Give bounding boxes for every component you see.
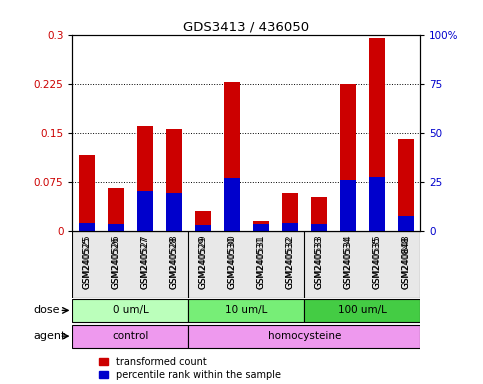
FancyBboxPatch shape	[72, 300, 188, 323]
Bar	[253, 221, 269, 231]
Text: GSM240527: GSM240527	[141, 236, 149, 289]
Text: GSM240535: GSM240535	[372, 234, 381, 289]
Bar	[282, 193, 298, 231]
Text: GSM240531: GSM240531	[256, 236, 265, 289]
Text: 10 um/L: 10 um/L	[225, 305, 268, 315]
Text: dose: dose	[33, 305, 60, 315]
Legend: transformed count, percentile rank within the sample: transformed count, percentile rank withi…	[95, 353, 285, 384]
Bar	[137, 126, 153, 231]
FancyBboxPatch shape	[188, 325, 420, 348]
Bar	[108, 224, 124, 231]
Text: GSM240534: GSM240534	[343, 234, 352, 289]
Text: GSM240530: GSM240530	[227, 234, 236, 289]
Bar	[108, 188, 124, 231]
Bar	[311, 224, 327, 231]
Text: homocysteine: homocysteine	[268, 331, 341, 341]
Text: GSM240531: GSM240531	[256, 234, 265, 289]
Text: GSM240532: GSM240532	[285, 234, 294, 289]
Text: GSM240530: GSM240530	[227, 236, 236, 289]
Bar	[398, 216, 413, 231]
Bar	[224, 178, 240, 231]
Bar	[398, 139, 413, 231]
Bar	[369, 38, 384, 231]
Text: GSM240533: GSM240533	[314, 234, 323, 289]
Text: GSM240528: GSM240528	[170, 234, 178, 289]
Bar	[282, 223, 298, 231]
Text: 0 um/L: 0 um/L	[113, 305, 148, 315]
Text: GSM240533: GSM240533	[314, 236, 323, 289]
Text: GSM240528: GSM240528	[170, 236, 178, 289]
FancyBboxPatch shape	[304, 300, 420, 323]
Bar	[79, 223, 95, 231]
Bar	[166, 129, 182, 231]
Text: GSM240526: GSM240526	[112, 236, 120, 289]
Bar	[137, 192, 153, 231]
Bar	[369, 177, 384, 231]
Bar	[166, 193, 182, 231]
Bar	[340, 84, 355, 231]
Bar	[79, 156, 95, 231]
Bar	[195, 225, 211, 231]
Bar	[311, 197, 327, 231]
Text: GSM240529: GSM240529	[199, 234, 207, 289]
Text: GSM240525: GSM240525	[83, 236, 91, 289]
Text: GSM240848: GSM240848	[401, 234, 410, 289]
FancyBboxPatch shape	[72, 325, 188, 348]
Text: GSM240529: GSM240529	[199, 236, 207, 289]
FancyBboxPatch shape	[188, 300, 304, 323]
Bar	[253, 224, 269, 231]
Text: GSM240534: GSM240534	[343, 236, 352, 289]
Text: GSM240535: GSM240535	[372, 236, 381, 289]
Bar	[224, 82, 240, 231]
Title: GDS3413 / 436050: GDS3413 / 436050	[183, 20, 310, 33]
Text: GSM240532: GSM240532	[285, 236, 294, 289]
Text: GSM240527: GSM240527	[141, 234, 149, 289]
Text: 100 um/L: 100 um/L	[338, 305, 387, 315]
Text: GSM240526: GSM240526	[112, 234, 120, 289]
Text: control: control	[112, 331, 149, 341]
Text: GSM240848: GSM240848	[401, 236, 410, 289]
Bar	[340, 180, 355, 231]
Bar	[195, 211, 211, 231]
FancyBboxPatch shape	[72, 231, 420, 298]
Text: agent: agent	[33, 331, 66, 341]
Text: GSM240525: GSM240525	[83, 234, 91, 289]
